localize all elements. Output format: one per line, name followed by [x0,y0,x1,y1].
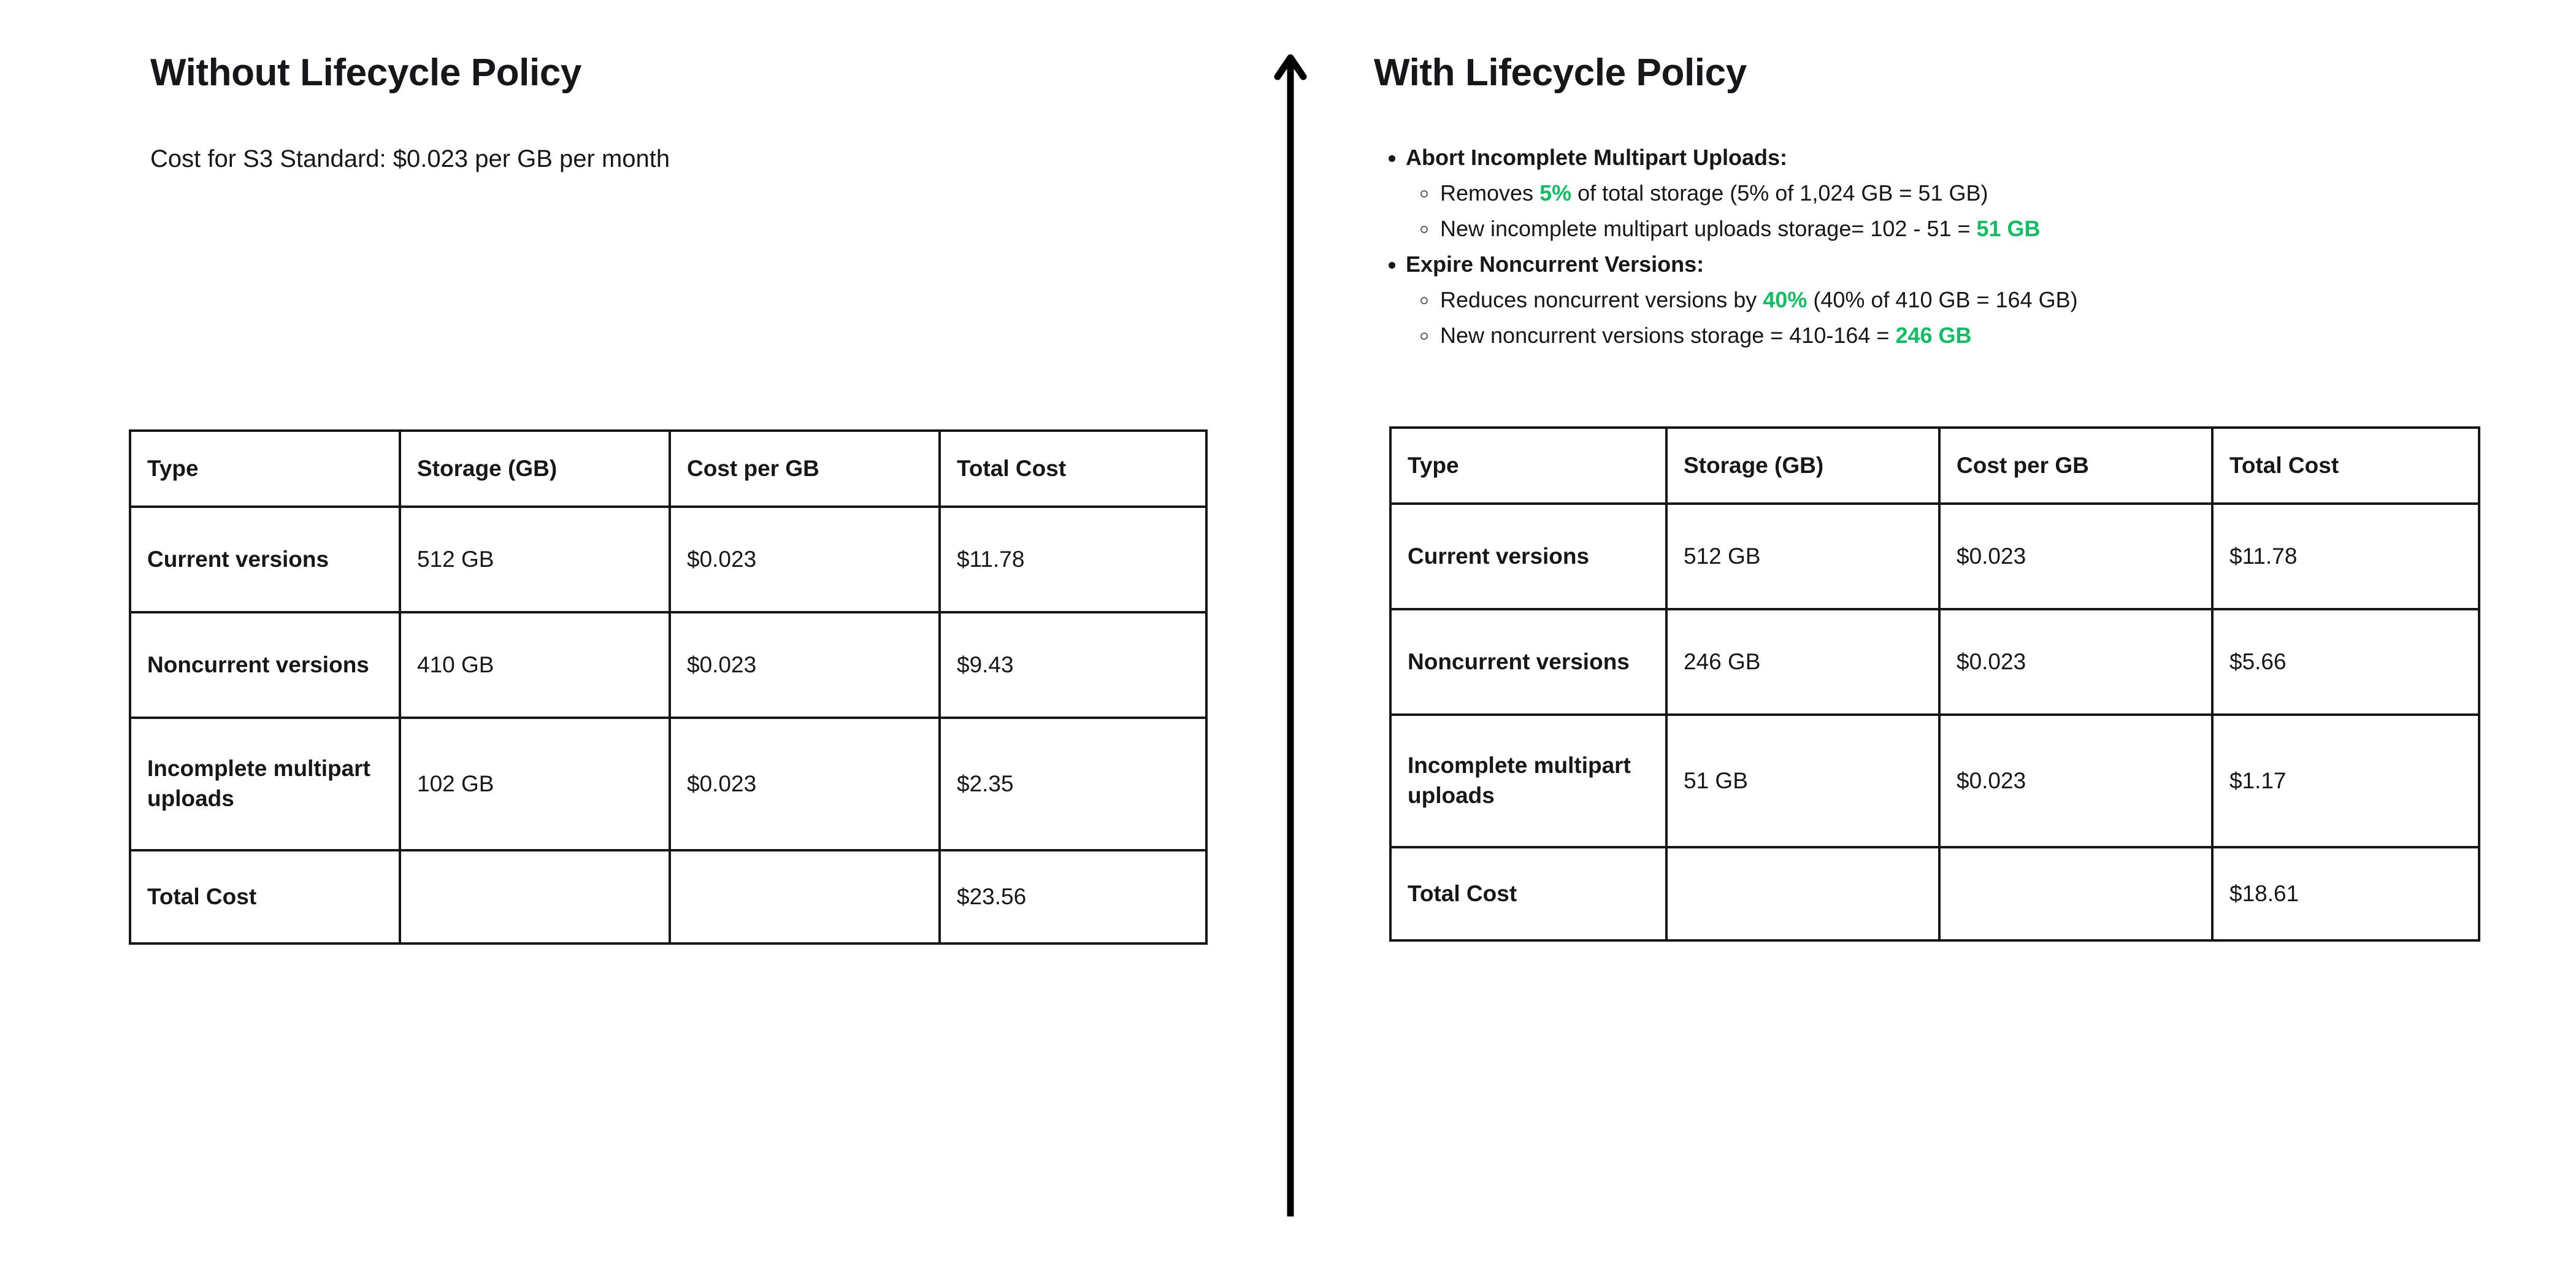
highlight-value: 246 GB [1895,323,1972,348]
lifecycle-rules-list: Abort Incomplete Multipart Uploads: Remo… [1374,140,2539,353]
bullet-disc-icon [1389,262,1395,269]
list-item-heading: Abort Incomplete Multipart Uploads: [1374,140,2539,175]
cell-cost-per-gb: $0.023 [669,611,941,719]
cost-table-without-lifecycle: Type Storage (GB) Cost per GB Total Cost… [129,429,1208,945]
bullet-heading-text: Abort Incomplete Multipart Uploads: [1406,145,1788,170]
cell-type: Incomplete multipart uploads [1389,713,1668,848]
sub-text-pre: Removes [1440,180,1540,206]
bullet-circle-icon [1420,190,1428,198]
cell-cost-per-gb: $0.023 [1938,608,2214,716]
cell-type: Noncurrent versions [1389,608,1668,716]
cell-storage: 246 GB [1665,608,1941,716]
cell-grand-total: $23.56 [938,849,1208,945]
panel-with-lifecycle-policy: With Lifecycle Policy Abort Incomplete M… [1288,0,2576,1276]
highlight-value: 40% [1763,287,1807,312]
table-total-row: Total Cost $23.56 [129,849,1208,945]
cell-total-cost-per-gb [1938,846,2214,942]
table-row: Incomplete multipart uploads 102 GB $0.0… [129,717,1208,851]
column-header-type: Type [1389,426,1668,505]
cell-storage: 410 GB [399,611,671,719]
cell-total-cost: $11.78 [938,505,1208,613]
column-header-total-cost: Total Cost [2211,426,2480,505]
cell-storage: 102 GB [399,717,671,851]
highlight-value: 5% [1539,180,1572,206]
cell-cost-per-gb: $0.023 [669,717,941,851]
column-header-cost-per-gb: Cost per GB [1938,426,2214,505]
table-row: Noncurrent versions 246 GB $0.023 $5.66 [1389,608,2480,716]
bullet-circle-icon [1420,297,1428,304]
cell-storage: 512 GB [1665,502,1941,610]
sub-text-pre: Reduces noncurrent versions by [1440,287,1763,312]
up-arrow-icon [1274,54,1307,1216]
bullet-circle-icon [1420,226,1428,233]
cell-total-cost: $2.35 [938,717,1208,851]
sub-text-post: (40% of 410 GB = 164 GB) [1807,287,2078,312]
cell-total-label: Total Cost [1389,846,1668,942]
sub-text-post: of total storage (5% of 1,024 GB = 51 GB… [1571,180,1988,206]
bullet-heading-text: Expire Noncurrent Versions: [1406,252,1704,277]
cell-total-storage [399,849,671,945]
bullet-circle-icon [1420,332,1428,340]
column-header-type: Type [129,429,401,508]
table-header-row: Type Storage (GB) Cost per GB Total Cost [1389,426,2480,505]
cell-cost-per-gb: $0.023 [1938,502,2214,610]
cell-total-cost: $11.78 [2211,502,2480,610]
sub-text-pre: New incomplete multipart uploads storage… [1440,216,1977,241]
cell-grand-total: $18.61 [2211,846,2480,942]
page-title-without-lifecycle: Without Lifecycle Policy [150,52,581,94]
page-title-with-lifecycle: With Lifecycle Policy [1374,52,1747,94]
cell-total-cost: $9.43 [938,611,1208,719]
table-row: Current versions 512 GB $0.023 $11.78 [1389,502,2480,610]
cell-type: Current versions [129,505,401,613]
cell-total-cost-per-gb [669,849,941,945]
list-item-sub: New noncurrent versions storage = 410-16… [1374,318,2539,353]
list-item-sub: New incomplete multipart uploads storage… [1374,211,2539,247]
table-header-row: Type Storage (GB) Cost per GB Total Cost [129,429,1208,508]
cell-cost-per-gb: $0.023 [1938,713,2214,848]
cell-cost-per-gb: $0.023 [669,505,941,613]
table-row: Current versions 512 GB $0.023 $11.78 [129,505,1208,613]
highlight-value: 51 GB [1976,216,2041,241]
s3-standard-cost-note: Cost for S3 Standard: $0.023 per GB per … [150,145,670,172]
cell-total-cost: $1.17 [2211,713,2480,848]
table-total-row: Total Cost $18.61 [1389,846,2480,942]
list-item-sub: Reduces noncurrent versions by 40% (40% … [1374,282,2539,318]
bullet-disc-icon [1389,155,1395,162]
cell-storage: 512 GB [399,505,671,613]
column-header-storage: Storage (GB) [399,429,671,508]
sub-text-pre: New noncurrent versions storage = 410-16… [1440,323,1896,348]
panel-without-lifecycle-policy: Without Lifecycle Policy Cost for S3 Sta… [129,52,1208,945]
cell-total-storage [1665,846,1941,942]
column-header-cost-per-gb: Cost per GB [669,429,941,508]
cell-storage: 51 GB [1665,713,1941,848]
list-item-heading: Expire Noncurrent Versions: [1374,247,2539,282]
list-item-sub: Removes 5% of total storage (5% of 1,024… [1374,175,2539,211]
cell-type: Incomplete multipart uploads [129,717,401,851]
column-header-storage: Storage (GB) [1665,426,1941,505]
bullet-group-expire-noncurrent: Expire Noncurrent Versions: Reduces nonc… [1374,247,2539,353]
cost-table-with-lifecycle: Type Storage (GB) Cost per GB Total Cost… [1389,426,2480,942]
table-row: Noncurrent versions 410 GB $0.023 $9.43 [129,611,1208,719]
cell-type: Noncurrent versions [129,611,401,719]
column-header-total-cost: Total Cost [938,429,1208,508]
bullet-group-abort-multipart: Abort Incomplete Multipart Uploads: Remo… [1374,140,2539,247]
cell-total-cost: $5.66 [2211,608,2480,716]
cell-total-label: Total Cost [129,849,401,945]
cell-type: Current versions [1389,502,1668,610]
table-row: Incomplete multipart uploads 51 GB $0.02… [1389,713,2480,848]
